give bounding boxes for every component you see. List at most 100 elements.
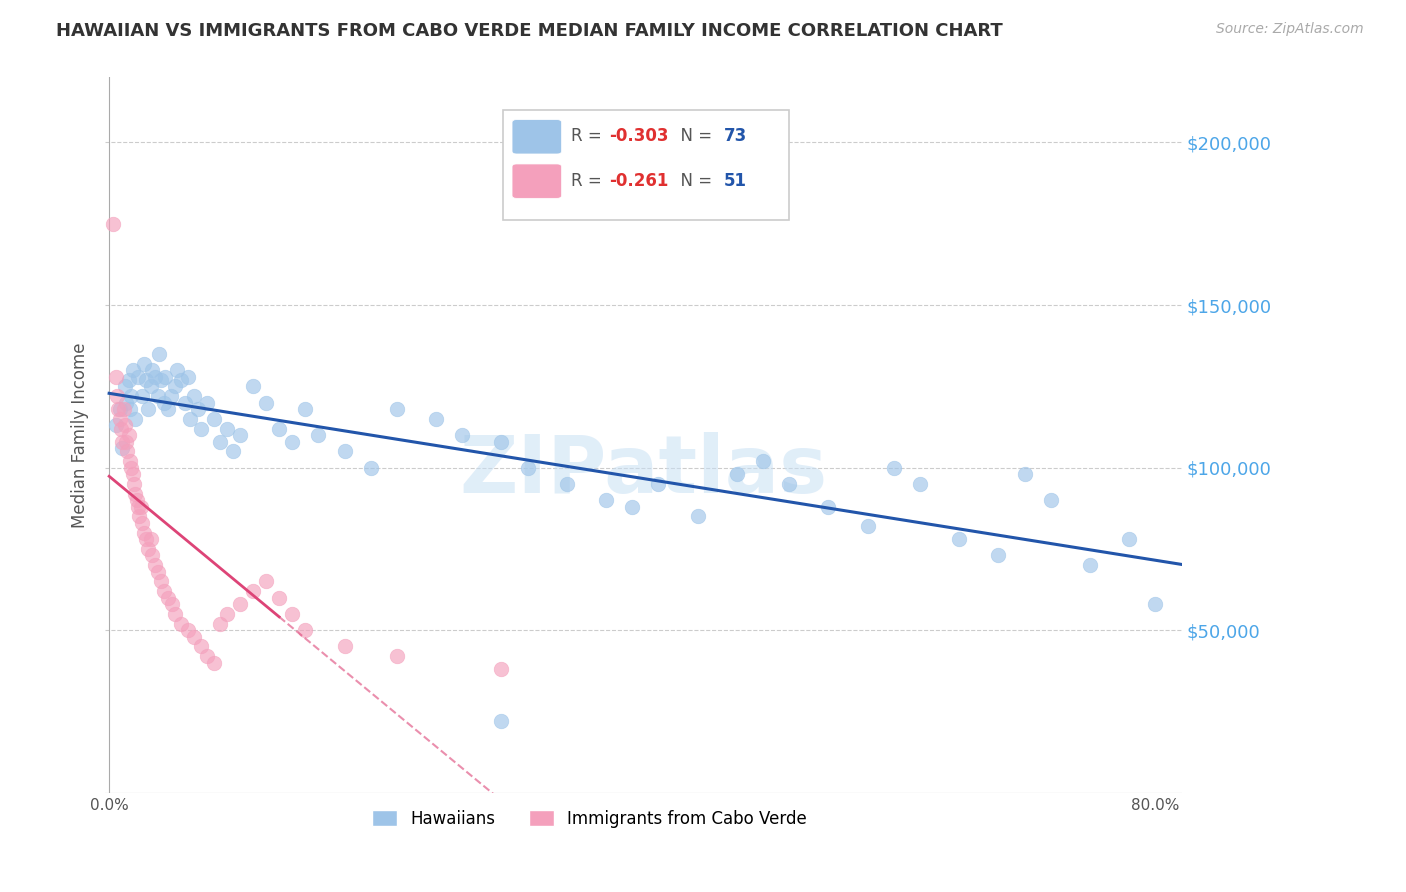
- Point: [269, 591, 291, 605]
- Point: [153, 395, 176, 409]
- Point: [176, 369, 198, 384]
- Point: [104, 369, 127, 384]
- Point: [108, 411, 131, 425]
- Point: [333, 640, 356, 654]
- Point: [987, 549, 1010, 563]
- Point: [254, 395, 277, 409]
- Point: [307, 428, 329, 442]
- Point: [281, 434, 304, 449]
- Point: [170, 373, 193, 387]
- Point: [115, 395, 138, 409]
- Text: ZIPatlas: ZIPatlas: [460, 432, 828, 510]
- Point: [160, 597, 183, 611]
- Text: R =: R =: [571, 127, 607, 145]
- Point: [215, 421, 238, 435]
- Point: [190, 421, 212, 435]
- Point: [125, 493, 148, 508]
- Point: [725, 467, 748, 481]
- Point: [138, 541, 160, 556]
- Point: [121, 363, 143, 377]
- Point: [163, 607, 186, 621]
- Text: Source: ZipAtlas.com: Source: ZipAtlas.com: [1216, 22, 1364, 37]
- Point: [150, 574, 173, 589]
- Point: [621, 500, 644, 514]
- Point: [176, 623, 198, 637]
- Point: [281, 607, 304, 621]
- Point: [179, 411, 201, 425]
- Point: [146, 389, 169, 403]
- Point: [118, 428, 141, 442]
- Point: [595, 493, 617, 508]
- Point: [111, 434, 134, 449]
- FancyBboxPatch shape: [512, 120, 561, 154]
- Point: [131, 516, 153, 530]
- Point: [120, 389, 142, 403]
- Point: [254, 574, 277, 589]
- Point: [135, 532, 157, 546]
- Point: [778, 476, 800, 491]
- Point: [155, 369, 177, 384]
- Point: [148, 347, 170, 361]
- Text: N =: N =: [671, 172, 717, 190]
- Point: [124, 486, 146, 500]
- Point: [183, 389, 205, 403]
- Point: [202, 411, 225, 425]
- Point: [112, 402, 135, 417]
- Point: [174, 395, 197, 409]
- Point: [107, 402, 129, 417]
- Point: [143, 369, 166, 384]
- Point: [127, 369, 149, 384]
- Point: [139, 532, 162, 546]
- Point: [491, 714, 513, 728]
- Point: [170, 616, 193, 631]
- Text: 73: 73: [724, 127, 748, 145]
- Point: [222, 444, 245, 458]
- Point: [209, 434, 232, 449]
- Point: [215, 607, 238, 621]
- Point: [153, 584, 176, 599]
- Point: [491, 434, 513, 449]
- FancyBboxPatch shape: [503, 110, 789, 220]
- Point: [163, 379, 186, 393]
- Point: [209, 616, 232, 631]
- Point: [134, 525, 156, 540]
- Point: [105, 389, 128, 403]
- Point: [134, 357, 156, 371]
- Point: [555, 476, 578, 491]
- Point: [1078, 558, 1101, 573]
- Point: [129, 500, 152, 514]
- Point: [385, 402, 408, 417]
- Point: [118, 373, 141, 387]
- Point: [425, 411, 447, 425]
- Point: [195, 395, 218, 409]
- Text: HAWAIIAN VS IMMIGRANTS FROM CABO VERDE MEDIAN FAMILY INCOME CORRELATION CHART: HAWAIIAN VS IMMIGRANTS FROM CABO VERDE M…: [56, 22, 1002, 40]
- Point: [120, 402, 142, 417]
- Point: [451, 428, 474, 442]
- Point: [647, 476, 669, 491]
- Point: [686, 509, 709, 524]
- Point: [138, 402, 160, 417]
- Point: [139, 379, 162, 393]
- Point: [166, 363, 188, 377]
- Point: [135, 373, 157, 387]
- Point: [141, 363, 163, 377]
- Point: [121, 467, 143, 481]
- Point: [143, 558, 166, 573]
- Text: N =: N =: [671, 127, 717, 145]
- Point: [242, 379, 264, 393]
- Text: 51: 51: [724, 172, 747, 190]
- Point: [908, 476, 931, 491]
- Point: [146, 565, 169, 579]
- Point: [229, 597, 252, 611]
- Point: [817, 500, 839, 514]
- Legend: Hawaiians, Immigrants from Cabo Verde: Hawaiians, Immigrants from Cabo Verde: [366, 803, 814, 834]
- Point: [187, 402, 209, 417]
- Point: [110, 421, 132, 435]
- Point: [108, 402, 131, 417]
- Point: [1014, 467, 1036, 481]
- Point: [269, 421, 291, 435]
- Point: [856, 519, 879, 533]
- Point: [114, 379, 136, 393]
- Point: [333, 444, 356, 458]
- Point: [183, 630, 205, 644]
